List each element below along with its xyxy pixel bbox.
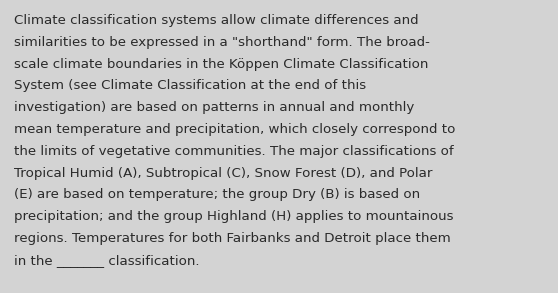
Text: regions. Temperatures for both Fairbanks and Detroit place them: regions. Temperatures for both Fairbanks… — [14, 232, 451, 245]
Text: precipitation; and the group Highland (H) applies to mountainous: precipitation; and the group Highland (H… — [14, 210, 454, 223]
Text: investigation) are based on patterns in annual and monthly: investigation) are based on patterns in … — [14, 101, 414, 114]
Text: in the _______ classification.: in the _______ classification. — [14, 254, 200, 267]
Text: System (see Climate Classification at the end of this: System (see Climate Classification at th… — [14, 79, 366, 92]
Text: Climate classification systems allow climate differences and: Climate classification systems allow cli… — [14, 14, 418, 27]
Text: Tropical Humid (A), Subtropical (C), Snow Forest (D), and Polar: Tropical Humid (A), Subtropical (C), Sno… — [14, 167, 432, 180]
Text: (E) are based on temperature; the group Dry (B) is based on: (E) are based on temperature; the group … — [14, 188, 420, 201]
Text: scale climate boundaries in the Köppen Climate Classification: scale climate boundaries in the Köppen C… — [14, 58, 429, 71]
Text: mean temperature and precipitation, which closely correspond to: mean temperature and precipitation, whic… — [14, 123, 455, 136]
Text: the limits of vegetative communities. The major classifications of: the limits of vegetative communities. Th… — [14, 145, 454, 158]
Text: similarities to be expressed in a "shorthand" form. The broad-: similarities to be expressed in a "short… — [14, 36, 430, 49]
